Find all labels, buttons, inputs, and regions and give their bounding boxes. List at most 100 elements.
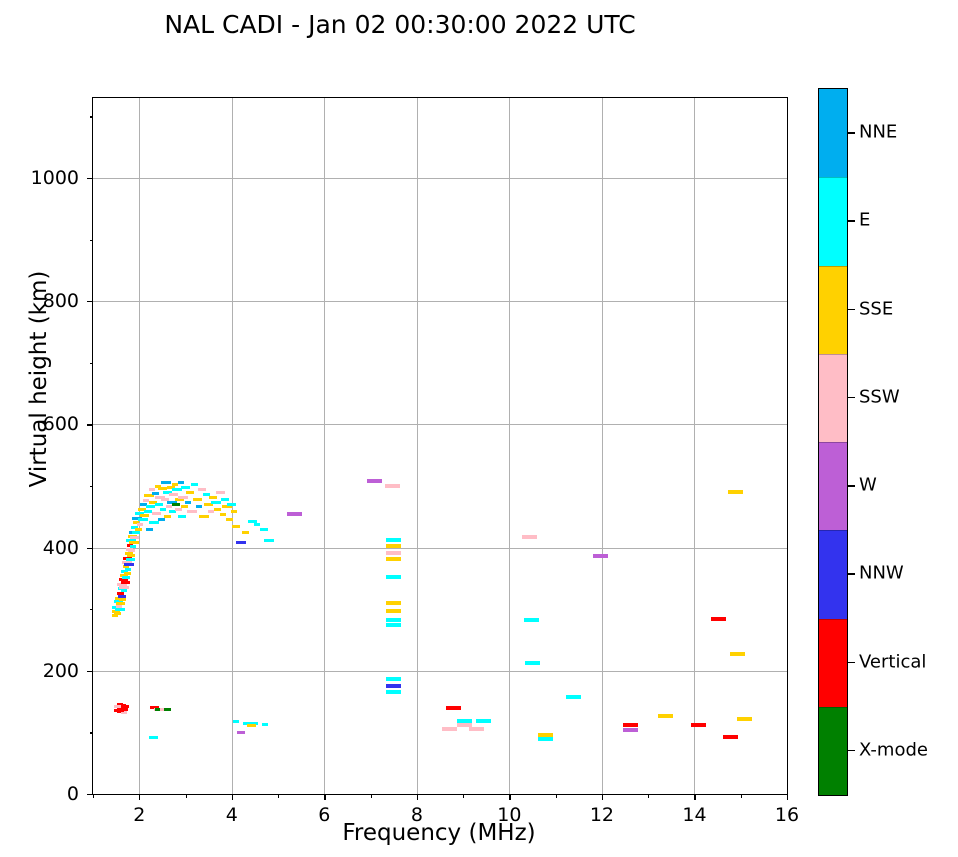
gridline-vertical xyxy=(601,98,603,794)
data-point xyxy=(524,617,540,622)
colorbar-tick xyxy=(848,661,855,664)
data-point xyxy=(623,727,639,732)
data-point xyxy=(181,485,191,489)
data-point xyxy=(143,494,154,498)
gridline-vertical xyxy=(231,98,233,794)
colorbar-tick xyxy=(848,573,855,575)
data-point xyxy=(128,549,136,553)
data-point xyxy=(386,689,402,694)
data-point xyxy=(166,500,177,504)
data-point xyxy=(476,719,492,724)
x-tick xyxy=(139,794,141,800)
colorbar-label-sse: SSE xyxy=(859,298,894,320)
data-point xyxy=(386,538,402,543)
gridline-vertical xyxy=(324,98,326,794)
y-tick-label: 1000 xyxy=(30,167,79,190)
data-point xyxy=(209,495,218,499)
data-point xyxy=(366,479,382,484)
gridline-horizontal xyxy=(93,424,787,426)
data-point xyxy=(114,612,122,616)
y-tick xyxy=(87,301,93,303)
data-point xyxy=(254,522,261,526)
colorbar-label-e: E xyxy=(859,209,871,231)
data-point xyxy=(251,721,259,725)
x-tick-label: 6 xyxy=(318,804,331,826)
data-point xyxy=(286,511,302,516)
data-point xyxy=(468,727,484,732)
data-point xyxy=(116,591,124,595)
data-point xyxy=(119,585,130,589)
data-point xyxy=(128,540,139,544)
data-point xyxy=(124,563,135,567)
data-point xyxy=(152,512,162,516)
x-tick-minor xyxy=(278,794,280,798)
data-point xyxy=(729,651,745,656)
data-point xyxy=(157,518,165,522)
colorbar-segment-sse[interactable] xyxy=(819,265,847,354)
data-point xyxy=(119,597,127,601)
data-point xyxy=(130,526,138,530)
data-point xyxy=(386,556,402,561)
data-point xyxy=(690,723,706,728)
data-point xyxy=(225,517,233,521)
data-point xyxy=(120,589,127,593)
x-tick-minor xyxy=(740,794,742,798)
data-point xyxy=(727,490,743,495)
data-point xyxy=(623,723,639,728)
data-point xyxy=(525,660,541,665)
x-tick xyxy=(787,794,789,800)
data-point xyxy=(199,515,210,519)
data-point xyxy=(123,556,133,560)
data-point xyxy=(220,498,229,502)
colorbar-tick xyxy=(848,308,855,311)
colorbar-label-nnw: NNW xyxy=(859,562,904,584)
data-point xyxy=(121,705,130,709)
colorbar-segment-w[interactable] xyxy=(819,442,847,531)
data-point xyxy=(231,510,238,514)
data-point xyxy=(169,510,177,514)
y-tick-minor xyxy=(89,486,93,488)
colorbar-segment-nnw[interactable] xyxy=(819,530,847,619)
data-point xyxy=(386,543,402,548)
data-point xyxy=(143,498,150,502)
data-point xyxy=(146,504,156,508)
y-tick-label: 400 xyxy=(42,536,79,559)
colorbar-segment-nne[interactable] xyxy=(819,89,847,178)
page-title: NAL CADI - Jan 02 00:30:00 2022 UTC xyxy=(164,10,636,39)
colorbar-segment-vertical[interactable] xyxy=(819,618,847,707)
data-point xyxy=(522,535,538,540)
data-point xyxy=(196,505,203,509)
y-tick-minor xyxy=(89,239,93,241)
data-point xyxy=(130,536,140,540)
x-tick-label: 2 xyxy=(133,804,146,826)
colorbar-boundary xyxy=(819,177,847,179)
data-point xyxy=(137,518,148,522)
data-point xyxy=(227,503,237,506)
data-point xyxy=(154,484,161,488)
colorbar-segment-e[interactable] xyxy=(819,177,847,266)
data-point xyxy=(175,507,183,511)
data-point xyxy=(121,560,132,564)
colorbar-segment-ssw[interactable] xyxy=(819,353,847,442)
x-tick-minor xyxy=(185,794,187,798)
data-point xyxy=(192,498,202,502)
data-point xyxy=(386,575,402,580)
colorbar-tick xyxy=(848,396,855,399)
data-point xyxy=(386,601,402,606)
data-point xyxy=(132,517,143,521)
data-point xyxy=(112,614,119,618)
colorbar-label-nne: NNE xyxy=(859,121,898,143)
azimuth-colorbar[interactable] xyxy=(818,88,848,796)
data-point xyxy=(723,734,739,739)
y-tick xyxy=(87,424,93,426)
x-tick-minor xyxy=(93,794,95,798)
data-point xyxy=(114,705,122,709)
gridline-horizontal xyxy=(93,178,787,180)
colorbar-segment-x-mode[interactable] xyxy=(819,706,847,795)
data-point xyxy=(178,495,189,499)
data-point xyxy=(151,491,159,495)
y-tick-label: 600 xyxy=(42,413,79,436)
data-point xyxy=(207,510,214,514)
data-point xyxy=(120,580,130,584)
